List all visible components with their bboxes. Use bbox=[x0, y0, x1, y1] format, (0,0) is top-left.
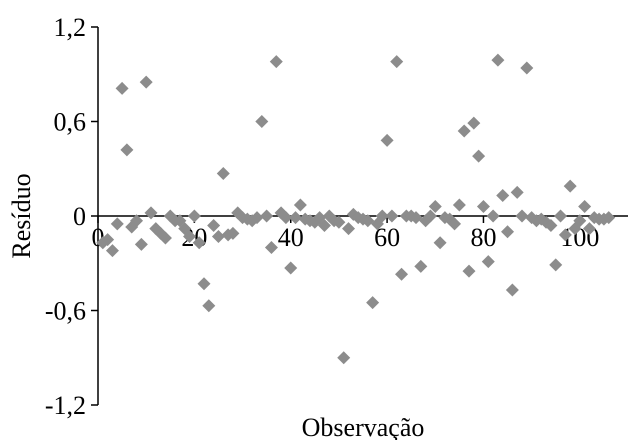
data-point bbox=[510, 185, 524, 199]
data-point bbox=[558, 228, 572, 242]
y-tick-label: 0,6 bbox=[54, 108, 87, 137]
data-point bbox=[582, 222, 596, 236]
data-point bbox=[467, 116, 481, 130]
y-tick-label: -0,6 bbox=[45, 297, 86, 326]
data-point bbox=[505, 283, 519, 297]
y-tick-label: 1,2 bbox=[54, 13, 87, 42]
x-tick-label: 40 bbox=[278, 223, 304, 252]
data-point bbox=[414, 259, 428, 273]
data-point bbox=[428, 200, 442, 214]
data-point bbox=[269, 55, 283, 69]
data-point bbox=[573, 214, 587, 228]
data-point bbox=[183, 229, 197, 243]
data-point bbox=[317, 218, 331, 232]
data-point bbox=[139, 75, 153, 89]
data-point bbox=[563, 179, 577, 193]
data-point bbox=[602, 211, 616, 225]
y-axis-title: Resíduo bbox=[7, 173, 36, 258]
y-tick-label: 0 bbox=[73, 202, 86, 231]
y-tick-label: -1,2 bbox=[45, 391, 86, 420]
data-point bbox=[158, 231, 172, 245]
data-point bbox=[486, 209, 500, 223]
data-point bbox=[289, 211, 303, 225]
data-point bbox=[216, 166, 230, 180]
data-point bbox=[448, 217, 462, 231]
data-point bbox=[192, 236, 206, 250]
data-point bbox=[452, 198, 466, 212]
data-point bbox=[255, 115, 269, 128]
data-point bbox=[279, 211, 293, 225]
data-point bbox=[207, 218, 221, 232]
data-point bbox=[390, 55, 404, 69]
data-point bbox=[385, 209, 399, 223]
data-point bbox=[578, 200, 592, 214]
data-point bbox=[481, 255, 495, 269]
y-axis-ticks: 1,2 0,6 0 -0,6 -1,2 bbox=[45, 13, 98, 420]
data-point bbox=[144, 206, 158, 220]
data-point bbox=[110, 217, 124, 231]
data-point bbox=[423, 209, 437, 223]
x-tick-label: 80 bbox=[470, 223, 496, 252]
data-point bbox=[462, 264, 476, 278]
data-point bbox=[472, 149, 486, 163]
data-point bbox=[130, 214, 144, 228]
x-axis-title: Observação bbox=[302, 413, 425, 440]
data-point bbox=[520, 61, 534, 75]
data-point bbox=[105, 244, 119, 258]
data-point bbox=[433, 236, 447, 250]
data-point bbox=[202, 299, 216, 313]
data-point bbox=[197, 277, 211, 291]
data-point bbox=[332, 215, 346, 229]
data-point bbox=[120, 143, 134, 157]
data-point bbox=[366, 296, 380, 310]
data-point bbox=[342, 222, 356, 236]
data-point bbox=[380, 133, 394, 147]
data-point bbox=[337, 351, 351, 365]
data-point bbox=[226, 226, 240, 240]
data-point bbox=[260, 209, 274, 223]
data-point bbox=[250, 211, 264, 225]
data-point bbox=[375, 209, 389, 223]
data-point bbox=[457, 124, 471, 138]
data-point bbox=[501, 225, 515, 239]
data-point bbox=[115, 81, 129, 95]
data-point bbox=[284, 261, 298, 275]
data-point bbox=[544, 218, 558, 232]
data-point bbox=[264, 241, 278, 254]
data-point bbox=[491, 53, 505, 67]
data-point bbox=[549, 258, 563, 272]
data-point bbox=[554, 209, 568, 223]
data-point bbox=[211, 229, 225, 243]
data-point bbox=[101, 233, 115, 247]
data-point bbox=[187, 209, 201, 223]
data-point bbox=[293, 198, 307, 212]
data-point bbox=[476, 200, 490, 214]
data-point bbox=[496, 189, 510, 203]
data-point bbox=[395, 267, 409, 281]
data-point bbox=[134, 237, 148, 251]
data-point bbox=[515, 209, 529, 223]
data-points bbox=[96, 53, 616, 365]
